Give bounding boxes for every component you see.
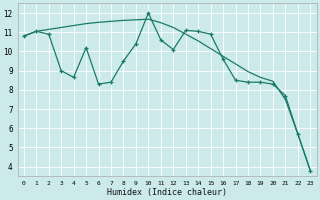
X-axis label: Humidex (Indice chaleur): Humidex (Indice chaleur) xyxy=(107,188,227,197)
